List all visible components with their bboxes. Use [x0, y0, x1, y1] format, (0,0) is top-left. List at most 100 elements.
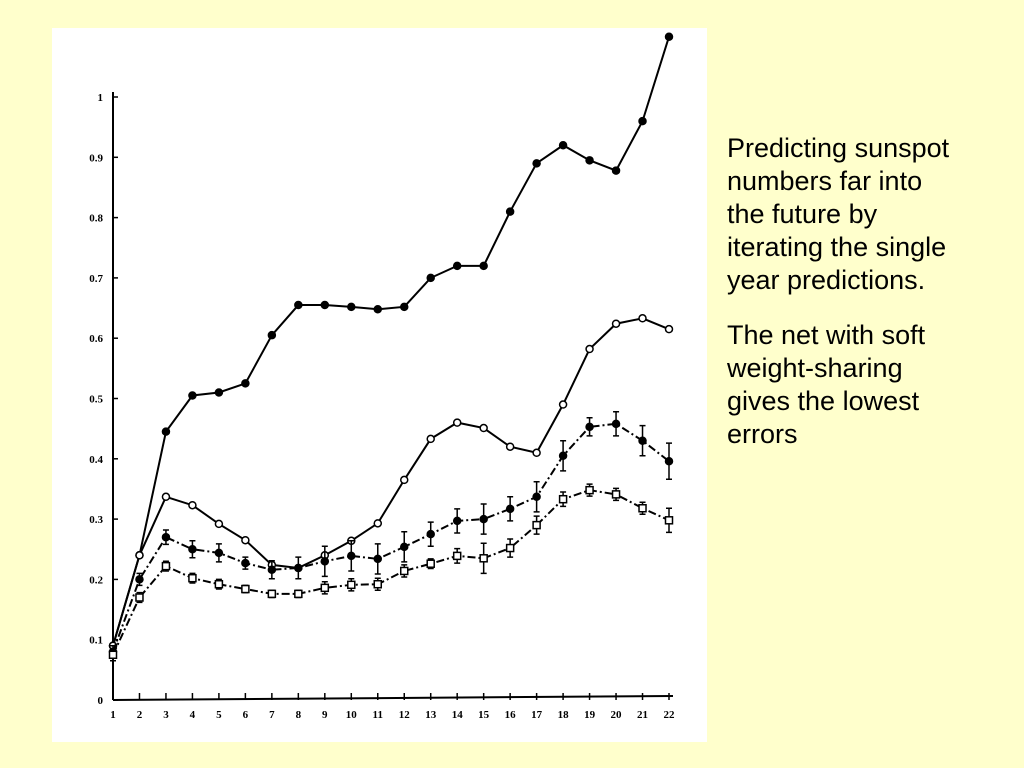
marker — [373, 579, 383, 589]
x-tick-label: 8 — [296, 709, 302, 721]
marker — [320, 300, 330, 310]
marker — [532, 520, 541, 530]
marker — [241, 379, 250, 388]
y-tick-label: 0.5 — [89, 394, 103, 406]
y-tick-label: 0.1 — [89, 635, 103, 647]
x-axis — [112, 695, 674, 701]
marker — [373, 305, 383, 314]
marker — [188, 545, 197, 554]
marker — [479, 261, 488, 271]
marker — [558, 494, 568, 504]
marker — [294, 563, 303, 573]
marker — [188, 573, 197, 583]
marker — [135, 575, 144, 584]
marker — [426, 559, 435, 568]
x-tick-label: 15 — [478, 709, 490, 721]
marker — [188, 391, 197, 400]
x-tick-label: 16 — [505, 709, 517, 721]
y-tick-label: 0.7 — [89, 273, 103, 285]
marker — [399, 542, 409, 552]
marker — [664, 456, 674, 466]
marker — [161, 427, 171, 436]
marker — [320, 557, 330, 566]
marker — [241, 535, 250, 545]
marker — [214, 579, 224, 589]
marker — [426, 273, 435, 283]
marker — [294, 589, 303, 599]
marker — [558, 140, 568, 150]
x-tick-label: 1 — [110, 709, 116, 721]
marker — [347, 580, 356, 590]
marker — [161, 561, 171, 571]
marker — [373, 519, 383, 528]
x-tick-label: 18 — [558, 709, 570, 721]
marker — [479, 423, 488, 433]
marker — [267, 565, 277, 575]
x-tick-label: 6 — [243, 709, 249, 721]
x-tick-label: 9 — [322, 709, 328, 721]
marker — [505, 207, 515, 216]
x-tick-label: 5 — [216, 709, 222, 721]
note: The net with soft weight-sharing gives t… — [727, 320, 926, 449]
chart-background — [52, 28, 707, 742]
series-line — [112, 317, 670, 647]
marker — [585, 156, 594, 165]
note: Predicting sunspot numbers far into the … — [727, 133, 950, 295]
marker — [399, 566, 409, 576]
marker — [347, 302, 356, 312]
series-line — [112, 36, 670, 647]
marker — [452, 516, 462, 526]
marker — [426, 434, 435, 444]
x-tick-label: 12 — [399, 709, 411, 721]
marker — [241, 558, 250, 568]
x-tick-label: 17 — [531, 709, 543, 721]
marker — [135, 593, 144, 602]
marker — [479, 514, 488, 524]
marker — [638, 116, 647, 126]
marker — [505, 543, 515, 553]
y-tick-label: 0 — [98, 695, 104, 707]
marker — [611, 166, 621, 175]
marker — [585, 485, 594, 495]
marker — [214, 388, 224, 397]
notes: Predicting sunspot numbers far into the … — [727, 132, 959, 473]
series-line — [112, 489, 670, 656]
marker — [532, 448, 541, 458]
marker — [638, 503, 647, 513]
marker — [611, 419, 621, 429]
marker — [558, 400, 568, 409]
marker — [532, 159, 541, 168]
marker — [267, 589, 277, 599]
marker — [585, 344, 594, 354]
marker — [426, 529, 435, 539]
marker — [452, 551, 462, 561]
x-tick-label: 14 — [452, 709, 464, 721]
marker — [267, 330, 277, 340]
marker — [638, 436, 647, 445]
marker — [532, 492, 541, 502]
marker — [611, 490, 621, 499]
marker — [558, 451, 568, 461]
y-tick-label: 0.2 — [89, 574, 103, 586]
x-tick-label: 22 — [664, 709, 676, 721]
y-tick-label: 0.3 — [89, 514, 103, 526]
marker — [452, 418, 462, 427]
y-tick-label: 0.8 — [89, 213, 103, 225]
y-tick-label: 0.9 — [89, 152, 103, 164]
y-tick-label: 0.4 — [89, 454, 103, 466]
x-tick-label: 3 — [163, 709, 169, 721]
x-tick-label: 7 — [269, 709, 275, 721]
marker — [585, 422, 594, 432]
marker — [373, 554, 383, 564]
marker — [188, 500, 197, 510]
x-tick-label: 13 — [425, 709, 437, 721]
x-tick-label: 19 — [584, 709, 596, 721]
marker — [479, 554, 488, 563]
marker — [294, 300, 303, 310]
marker — [161, 532, 171, 542]
marker — [638, 314, 647, 323]
marker — [135, 551, 144, 560]
marker — [214, 519, 224, 529]
marker — [214, 548, 224, 558]
marker — [611, 319, 621, 328]
